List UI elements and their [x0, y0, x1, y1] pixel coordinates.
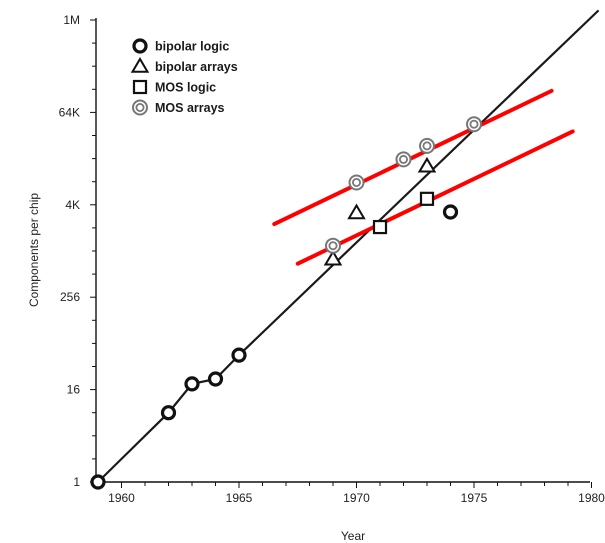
legend-marker-bipolar-logic [132, 38, 148, 54]
data-point-MOS-arrays [466, 116, 482, 133]
data-point-bipolar-arrays [323, 249, 343, 266]
y-tick-label: 16 [67, 383, 81, 397]
legend-label-MOS-arrays: MOS arrays [155, 101, 225, 115]
lines [97, 9, 600, 483]
data-point-bipolar-logic [231, 347, 247, 363]
y-tick-label: 4K [65, 198, 80, 212]
legend-label-bipolar-arrays: bipolar arrays [155, 60, 238, 74]
y-tick-label: 64K [59, 105, 80, 119]
trend-line [97, 9, 600, 483]
x-tick-label: 1970 [343, 491, 370, 505]
markers [90, 116, 482, 490]
x-tick-label: 1975 [461, 491, 488, 505]
legend-label-bipolar-logic: bipolar logic [155, 40, 229, 54]
legend-marker-MOS-logic [132, 79, 148, 95]
data-point-MOS-arrays [419, 137, 435, 154]
data-point-MOS-arrays [325, 237, 341, 254]
data-point-bipolar-logic [184, 376, 200, 392]
y-tick-label: 256 [60, 290, 80, 304]
y-axis-title: Components per chip [27, 193, 41, 307]
data-point-MOS-logic [372, 219, 388, 235]
axes: 1960 1965 1970 1975 1980 1 16 256 4K 64K 1M [59, 13, 605, 505]
data-point-MOS-logic [419, 191, 435, 206]
data-point-bipolar-logic [442, 204, 459, 220]
data-point-MOS-arrays [348, 174, 365, 191]
x-tick-label: 1960 [108, 491, 135, 505]
data-point-bipolar-logic [160, 405, 177, 421]
data-point-bipolar-arrays [417, 156, 437, 173]
y-tick-label: 1M [63, 13, 80, 27]
data-point-bipolar-logic [90, 474, 106, 490]
legend-label-MOS-logic: MOS logic [155, 81, 216, 95]
x-axis-title: Year [341, 529, 365, 543]
data-point-MOS-arrays [395, 151, 412, 168]
y-tick-label: 1 [73, 475, 80, 489]
data-point-bipolar-logic [207, 371, 224, 387]
red-overlay-line-1 [272, 88, 554, 227]
x-tick-label: 1980 [578, 491, 605, 505]
data-point-bipolar-arrays [347, 203, 366, 220]
legend: bipolar logic bipolar arrays MOS logic MOS … [130, 38, 238, 116]
legend-marker-MOS-arrays [132, 99, 148, 116]
red-overlay-line-2 [295, 129, 575, 266]
x-tick-label: 1965 [226, 491, 253, 505]
legend-marker-bipolar-arrays [130, 57, 150, 73]
